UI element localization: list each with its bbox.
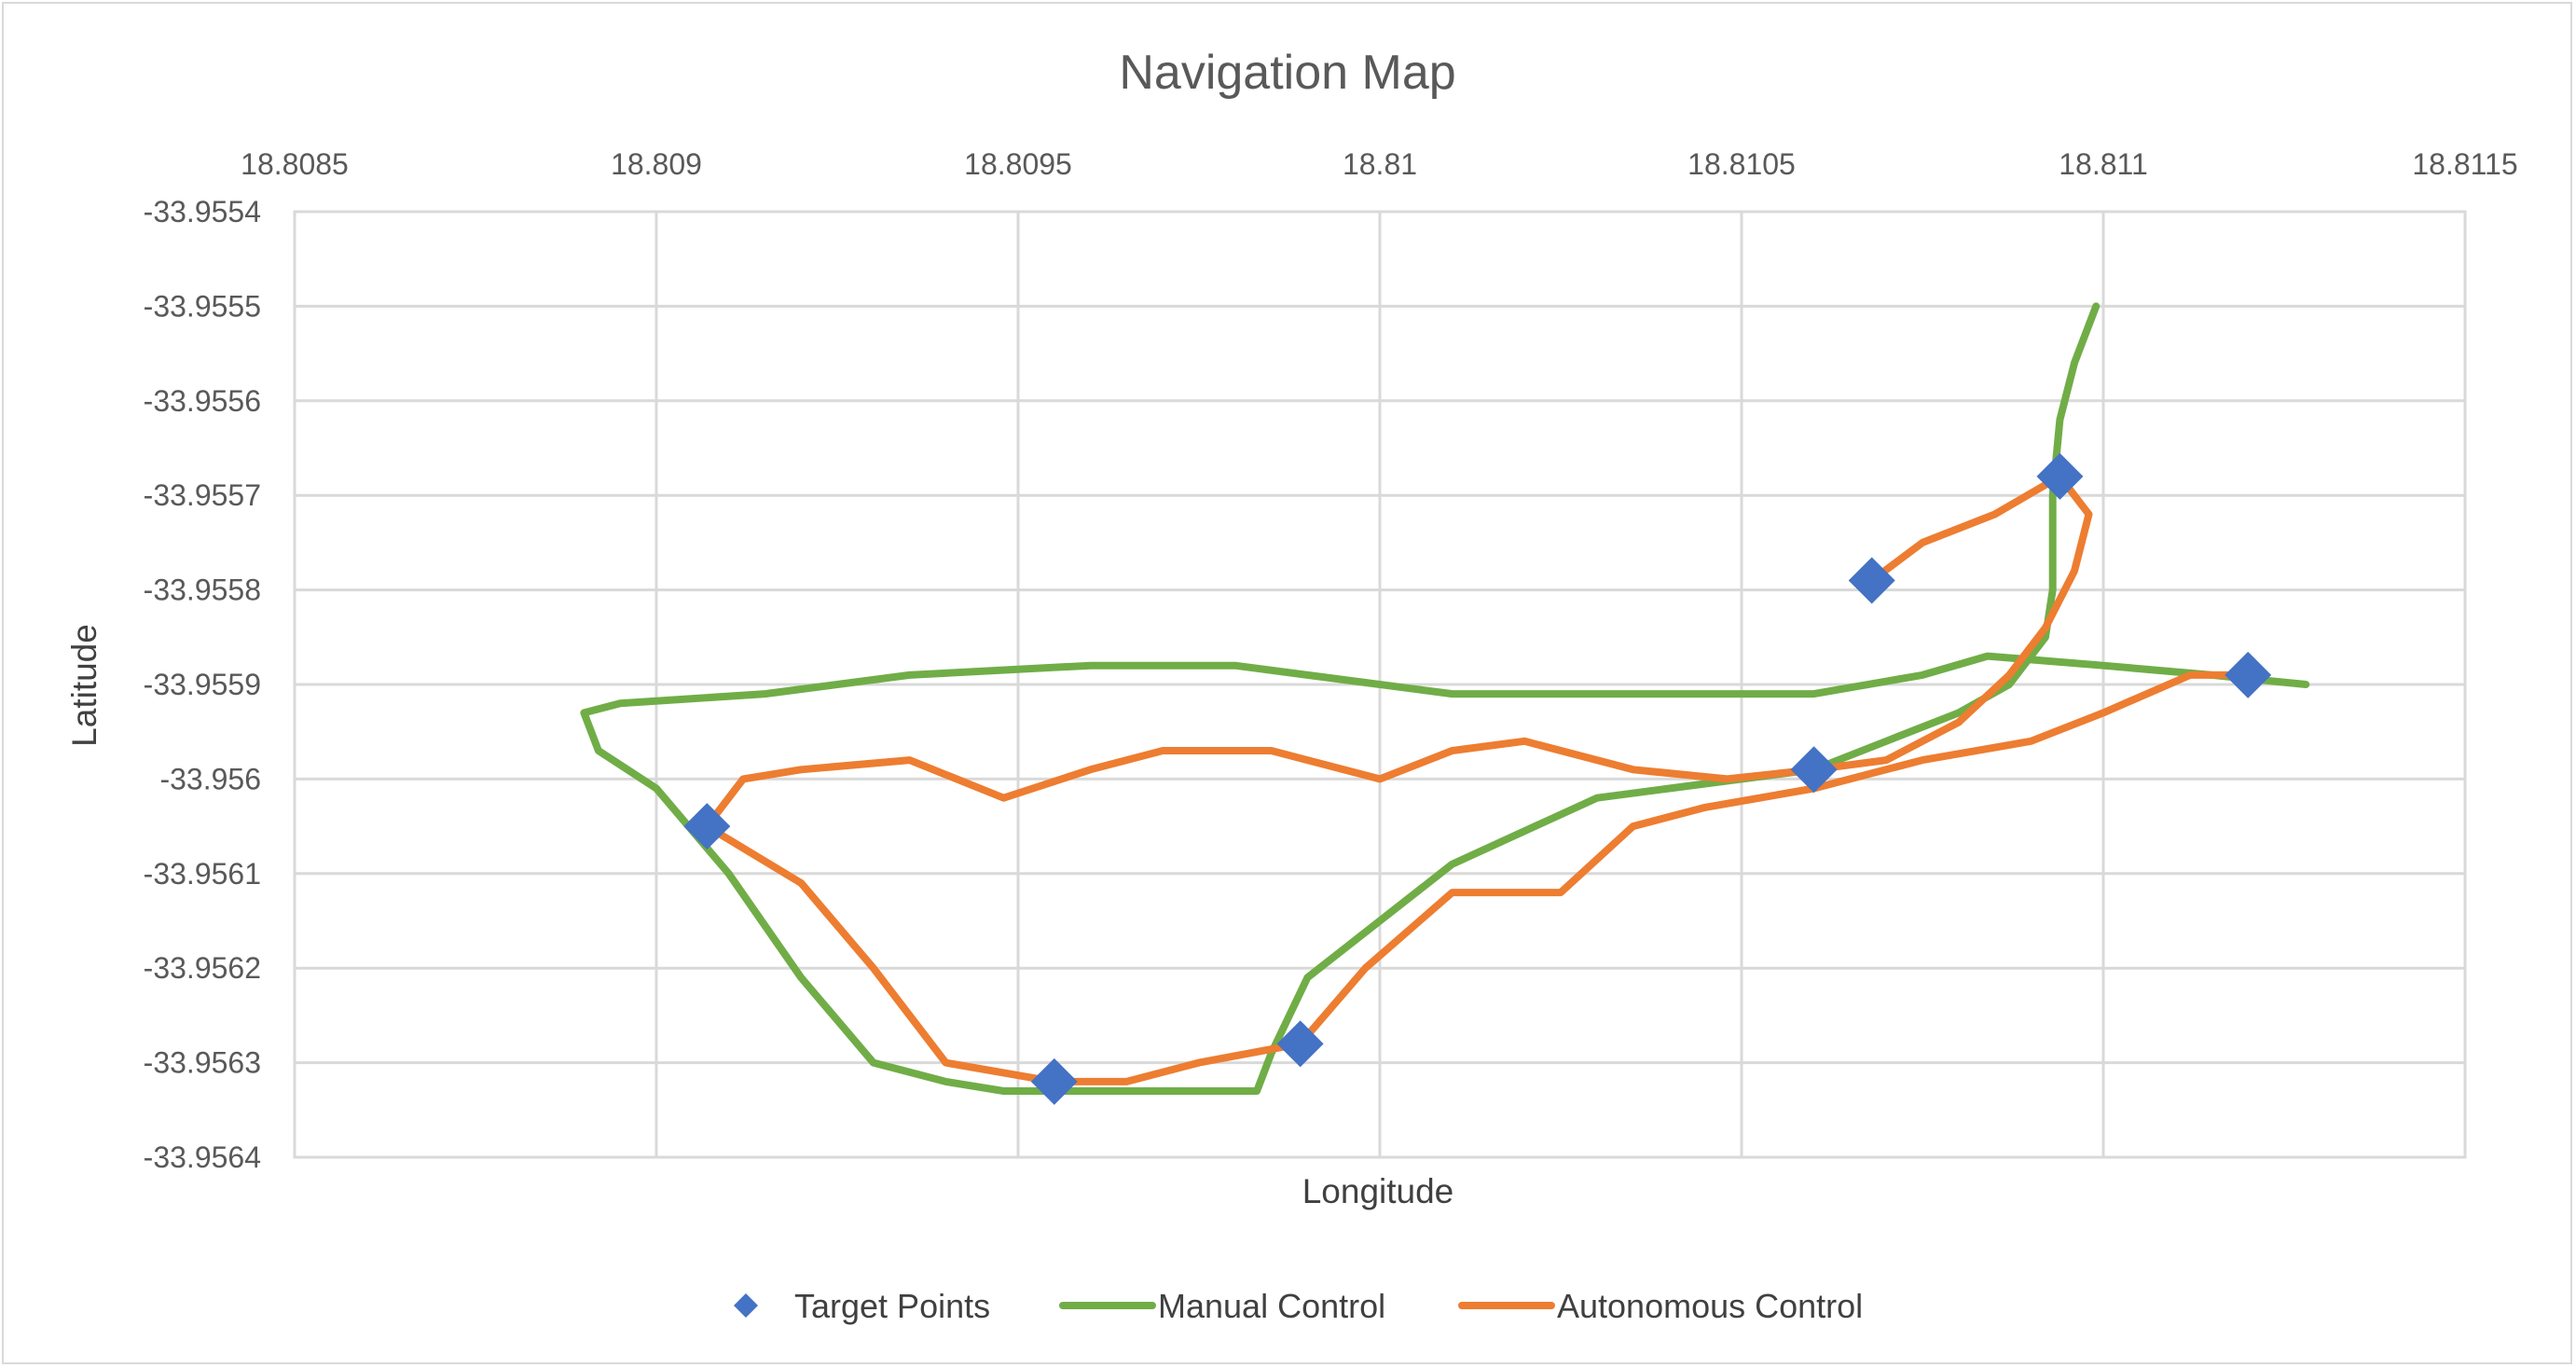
x-tick-label: 18.8095: [964, 147, 1072, 181]
y-tick-label: -33.9562: [144, 951, 261, 985]
y-tick-label: -33.956: [159, 762, 261, 795]
y-tick-label: -33.9554: [144, 195, 261, 228]
y-tick-label: -33.9556: [144, 384, 261, 418]
y-tick-label: -33.9564: [144, 1140, 261, 1174]
target-point-marker: [1030, 1057, 1078, 1105]
y-tick-label: -33.9555: [144, 289, 261, 323]
series-layer: [580, 302, 2310, 1105]
x-tick-label: 18.8115: [2412, 147, 2517, 181]
target-point-marker: [2036, 452, 2084, 500]
x-tick-label: 18.811: [2059, 147, 2148, 181]
chart-title: Navigation Map: [1119, 46, 1455, 100]
manual-control-line: [580, 302, 2310, 1095]
x-tick-labels: 18.8085 18.809 18.8095 18.81 18.8105 18.811 18…: [241, 147, 2517, 181]
y-tick-label: -33.9563: [144, 1046, 261, 1080]
legend-target-points-symbol: [734, 1293, 758, 1318]
y-tick-labels: -33.9554 -33.9555 -33.9556 -33.9557 -33.9558…: [144, 195, 261, 1174]
x-tick-label: 18.809: [611, 147, 702, 181]
x-axis-label: Longitude: [1302, 1172, 1454, 1210]
y-tick-label: -33.9559: [144, 668, 261, 701]
y-axis-label: Latitude: [65, 624, 103, 747]
x-tick-label: 18.81: [1343, 147, 1417, 181]
legend-autonomous-control-label: Autonomous Control: [1557, 1287, 1863, 1325]
x-tick-label: 18.8105: [1687, 147, 1796, 181]
legend-manual-control-label: Manual Control: [1158, 1287, 1385, 1325]
target-point-marker: [683, 803, 731, 850]
y-tick-label: -33.9561: [144, 857, 261, 891]
target-point-marker: [1276, 1020, 1324, 1068]
target-point-marker: [2225, 651, 2272, 698]
y-tick-label: -33.9557: [144, 478, 261, 512]
legend-target-points-label: Target Points: [794, 1287, 990, 1325]
target-point-marker: [1790, 746, 1838, 794]
plot-area-border: [293, 210, 2467, 1159]
legend: Target Points Manual Control Autonomous Co…: [734, 1287, 1863, 1325]
x-tick-label: 18.8085: [241, 147, 349, 181]
target-point-marker: [1848, 557, 1895, 604]
y-tick-label: -33.9558: [144, 573, 261, 607]
autonomous-control-line: [703, 472, 2252, 1085]
